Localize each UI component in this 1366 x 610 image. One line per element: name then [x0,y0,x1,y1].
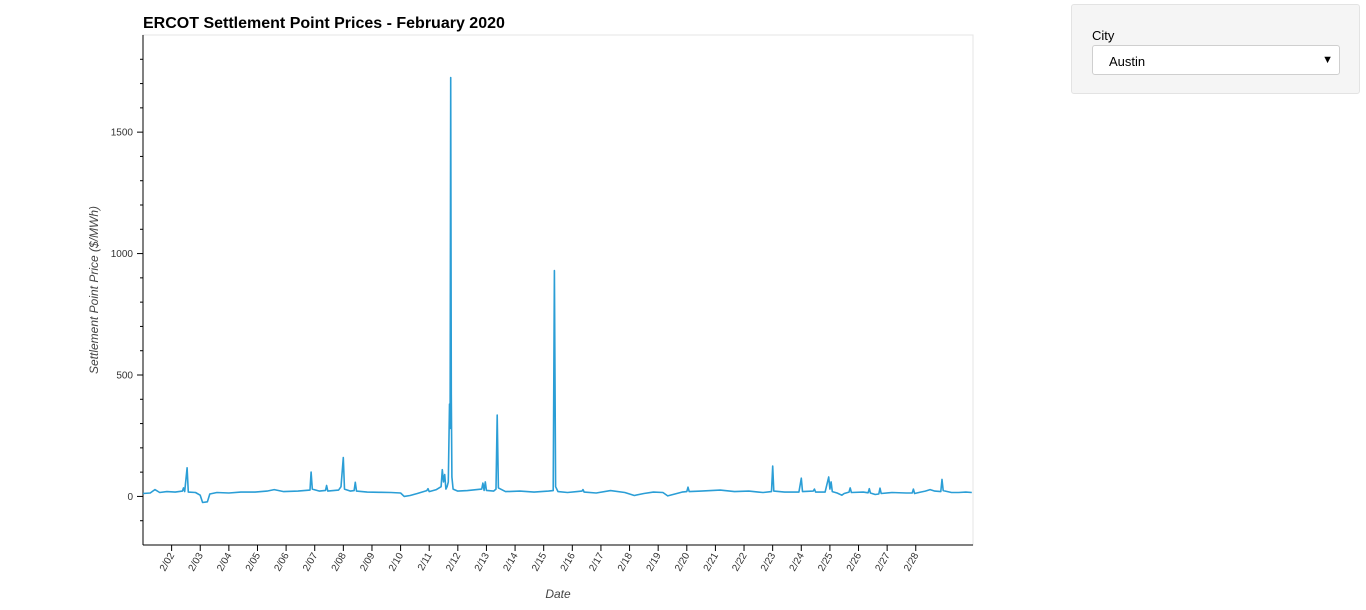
chevron-down-icon: ▼ [1322,54,1333,66]
x-tick-label: 2/27 [873,551,892,574]
y-tick-label: 500 [116,371,133,382]
x-tick-label: 2/02 [158,551,177,574]
x-tick-label: 2/08 [330,551,349,574]
x-tick-label: 2/25 [816,551,835,574]
x-tick-label: 2/16 [559,551,578,574]
price-chart: ERCOT Settlement Point Prices - February… [87,15,974,601]
x-axis-ticks: 2/02 2/03 2/04 2/05 2/06 2/07 2/08 2/09 2/10 2/11… [158,545,922,573]
x-tick-label: 2/10 [387,551,406,574]
x-tick-label: 2/03 [187,551,206,574]
x-tick-label: 2/18 [616,551,635,574]
x-tick-label: 2/09 [358,551,377,574]
city-widget-panel: City Austin ▼ [1071,4,1360,94]
y-axis-label: Settlement Point Price ($/MWh) [87,206,101,374]
x-tick-label: 2/17 [587,551,606,574]
x-tick-label: 2/05 [244,551,263,574]
x-tick-label: 2/20 [673,551,692,574]
x-tick-label: 2/19 [645,551,664,574]
x-tick-label: 2/13 [473,551,492,574]
x-tick-label: 2/22 [730,551,749,574]
x-tick-label: 2/24 [788,551,807,574]
y-tick-label: 1000 [111,249,134,260]
y-tick-label: 0 [127,492,133,503]
x-tick-label: 2/26 [845,551,864,574]
x-tick-label: 2/21 [702,551,721,574]
x-tick-label: 2/23 [759,551,778,574]
x-axis-label: Date [545,587,571,601]
y-tick-label: 1500 [111,128,134,139]
x-tick-label: 2/11 [416,551,435,573]
chart-title: ERCOT Settlement Point Prices - February… [143,15,505,32]
x-tick-label: 2/06 [272,551,291,574]
city-select[interactable]: Austin ▼ [1092,45,1340,75]
x-tick-label: 2/07 [301,551,320,574]
price-series-line [142,76,972,504]
y-axis-ticks: 0 500 1000 1500 [111,58,143,522]
x-tick-label: 2/28 [902,551,921,574]
city-select-value: Austin [1109,54,1146,69]
plot-frame [142,34,974,546]
x-tick-label: 2/12 [444,551,463,574]
x-tick-label: 2/14 [501,551,520,574]
x-tick-label: 2/04 [215,551,234,574]
x-tick-label: 2/15 [530,551,549,574]
city-label: City [1092,28,1115,43]
